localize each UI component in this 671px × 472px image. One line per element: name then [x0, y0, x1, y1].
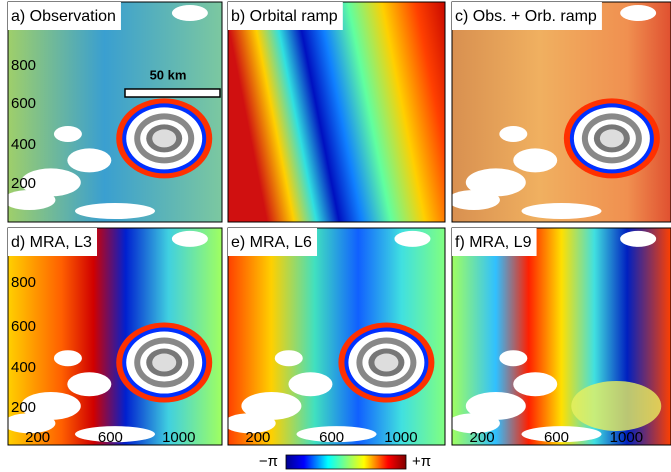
interferogram [228, 2, 445, 222]
panel-content [3, 228, 222, 445]
panel-content [448, 228, 671, 445]
no-data-patch [513, 148, 557, 172]
fringe [374, 354, 398, 372]
x-tick-label: 600 [544, 429, 569, 446]
panel-content [224, 228, 445, 445]
x-tick-label: 200 [470, 429, 495, 446]
no-data-patch [499, 350, 527, 366]
deformation-lobe [571, 381, 661, 431]
x-tick-label: 1000 [610, 429, 643, 446]
no-data-patch [620, 5, 656, 21]
panel-content [3, 2, 222, 222]
no-data-patch [275, 350, 303, 366]
no-data-patch [54, 350, 82, 366]
panel: a) Observation 800 600 400 200 50 km [3, 2, 222, 222]
no-data-patch [522, 203, 602, 219]
panel: f) MRA, L9 200 600 1000 [448, 228, 671, 446]
panel: e) MRA, L6 200 600 1000 [224, 228, 445, 446]
fringe [600, 129, 624, 147]
panel-label: b) Orbital ramp [231, 8, 338, 25]
panel: d) MRA, L3 800 600 400 200 200 600 1000 [3, 228, 222, 446]
panel-label: d) MRA, L3 [11, 234, 92, 251]
x-tick-label: 1000 [384, 429, 417, 446]
y-tick-label: 200 [11, 399, 36, 416]
no-data-patch [67, 148, 111, 172]
y-tick-label: 200 [11, 175, 36, 192]
no-data-patch [448, 190, 500, 210]
x-tick-label: 200 [25, 429, 50, 446]
fringe [152, 129, 176, 147]
no-data-patch [3, 190, 55, 210]
panel: c) Obs. + Orb. ramp [448, 2, 671, 222]
no-data-patch [172, 5, 208, 21]
no-data-patch [54, 126, 82, 142]
x-tick-label: 600 [319, 429, 344, 446]
no-data-patch [499, 126, 527, 142]
fringe [152, 354, 176, 372]
x-tick-label: 200 [245, 429, 270, 446]
figure: −π +π a) Observation 800 600 400 200 50 km b) … [0, 0, 671, 472]
y-tick-label: 800 [11, 57, 36, 74]
panel: b) Orbital ramp [228, 2, 445, 222]
no-data-patch [172, 231, 208, 247]
colorbar [286, 455, 406, 469]
no-data-patch [513, 372, 557, 396]
panel-label: a) Observation [11, 8, 116, 25]
no-data-patch [394, 231, 430, 247]
panel-label: e) MRA, L6 [231, 234, 312, 251]
scalebar-label: 50 km [150, 67, 187, 82]
panel-label: f) MRA, L9 [455, 234, 532, 251]
colorbar-max: +π [412, 453, 431, 470]
x-tick-label: 600 [98, 429, 123, 446]
y-tick-label: 600 [11, 95, 36, 112]
y-tick-label: 400 [11, 136, 36, 153]
panel-content [228, 2, 445, 222]
no-data-patch [67, 372, 111, 396]
panel-content [448, 2, 671, 222]
y-tick-label: 400 [11, 359, 36, 376]
no-data-patch [288, 372, 332, 396]
y-tick-label: 600 [11, 318, 36, 335]
no-data-patch [75, 203, 155, 219]
panel-label: c) Obs. + Orb. ramp [455, 8, 597, 25]
x-tick-label: 1000 [162, 429, 195, 446]
no-data-patch [620, 231, 656, 247]
y-tick-label: 800 [11, 274, 36, 291]
colorbar-min: −π [259, 453, 278, 470]
scalebar [125, 89, 220, 97]
